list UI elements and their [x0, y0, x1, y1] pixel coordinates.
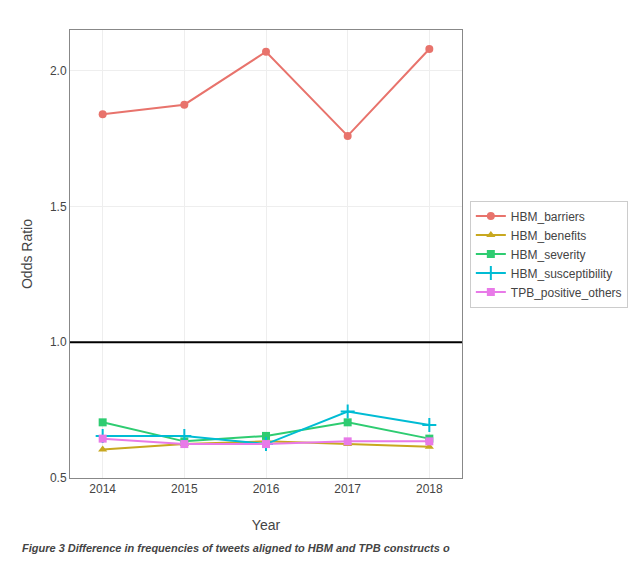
svg-text:2.0: 2.0	[50, 64, 67, 78]
svg-text:0.5: 0.5	[50, 471, 67, 485]
svg-text:HBM_barriers: HBM_barriers	[511, 210, 585, 224]
svg-text:2014: 2014	[89, 482, 116, 496]
svg-text:HBM_susceptibility: HBM_susceptibility	[511, 267, 612, 281]
svg-text:2018: 2018	[416, 482, 443, 496]
svg-text:2015: 2015	[171, 482, 198, 496]
svg-text:1.5: 1.5	[50, 200, 67, 214]
svg-text:HBM_benefits: HBM_benefits	[511, 229, 586, 243]
svg-text:2017: 2017	[334, 482, 361, 496]
svg-text:Year: Year	[252, 517, 281, 533]
svg-text:1.0: 1.0	[50, 335, 67, 349]
svg-text:2016: 2016	[253, 482, 280, 496]
svg-text:TPB_positive_others: TPB_positive_others	[511, 286, 622, 300]
svg-text:Figure 3 Difference in frequen: Figure 3 Difference in frequencies of tw…	[22, 542, 450, 554]
svg-text:Odds Ratio: Odds Ratio	[19, 219, 35, 289]
svg-text:HBM_severity: HBM_severity	[511, 248, 586, 262]
